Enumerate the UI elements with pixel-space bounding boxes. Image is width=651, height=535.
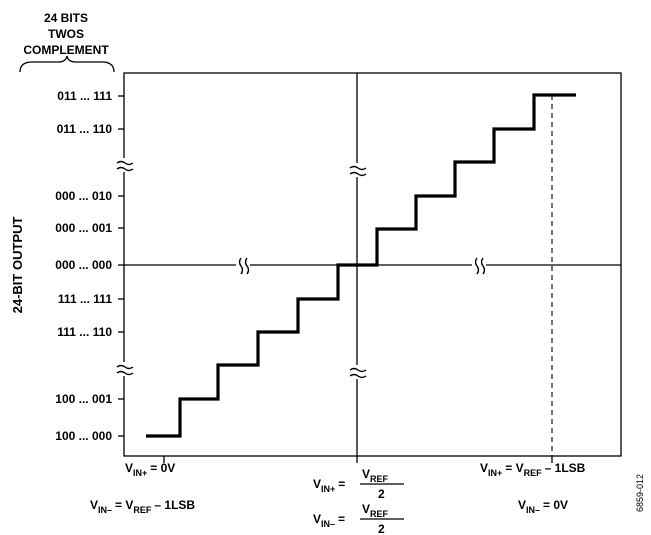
right-vin-plus: VIN+ = VREF – 1LSB bbox=[480, 461, 586, 478]
center-vin-minus-denominator: 2 bbox=[378, 522, 385, 535]
transfer-staircase bbox=[146, 93, 576, 438]
center-vin-plus-label: VIN+ = bbox=[313, 477, 345, 494]
code-label: 111 ... 110 bbox=[57, 325, 112, 339]
code-label: 000 ... 010 bbox=[55, 189, 112, 203]
y-ticks bbox=[118, 95, 124, 437]
y-code-labels: 011 ... 111 011 ... 110 000 ... 010 000 … bbox=[55, 89, 112, 443]
code-label: 111 ... 111 bbox=[58, 292, 112, 306]
code-label: 000 ... 001 bbox=[55, 221, 112, 235]
code-label: 100 ... 000 bbox=[55, 429, 112, 443]
x-ticks bbox=[163, 456, 553, 463]
right-vin-minus: VIN– = 0V bbox=[518, 498, 568, 515]
code-label: 000 ... 000 bbox=[55, 258, 112, 272]
header-line-2: TWOS bbox=[48, 27, 84, 41]
left-vin-minus: VIN– = VREF – 1LSB bbox=[90, 498, 195, 515]
figure-id: 6859-012 bbox=[635, 474, 645, 512]
left-vin-plus: VIN+ = 0V bbox=[125, 461, 175, 478]
axis-break-center-upper bbox=[349, 163, 367, 177]
code-label: 011 ... 110 bbox=[57, 122, 113, 136]
header-brace bbox=[19, 55, 115, 73]
axis-break-center-lower bbox=[349, 365, 367, 379]
center-vin-minus-numerator: VREF bbox=[362, 502, 389, 519]
center-vin-plus-numerator: VREF bbox=[362, 467, 389, 484]
code-label: 011 ... 111 bbox=[57, 89, 112, 103]
y-axis-label: 24-BIT OUTPUT bbox=[10, 217, 25, 314]
header-line-3: COMPLEMENT bbox=[23, 43, 109, 57]
center-vin-minus-label: VIN– = bbox=[313, 512, 345, 529]
center-vin-plus-denominator: 2 bbox=[378, 487, 385, 501]
header-line-1: 24 BITS bbox=[44, 11, 88, 25]
axis-break-left-lower bbox=[116, 362, 134, 376]
code-label: 100 ... 001 bbox=[55, 392, 112, 406]
axis-break-zero-right bbox=[472, 257, 486, 275]
axis-break-left-upper bbox=[116, 158, 134, 172]
axis-break-zero-left bbox=[236, 257, 250, 275]
